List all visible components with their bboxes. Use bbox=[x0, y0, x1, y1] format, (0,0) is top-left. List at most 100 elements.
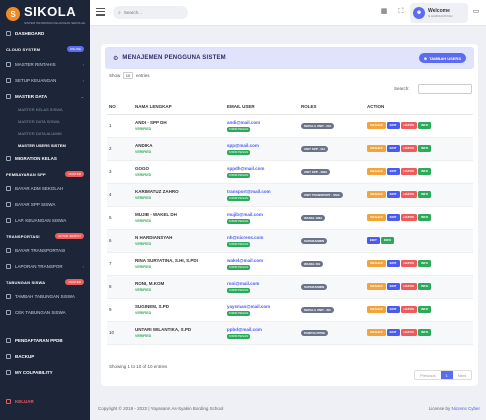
user-email[interactable]: roni@mail.com bbox=[227, 280, 260, 286]
ubah-button[interactable]: UBAHLD bbox=[367, 260, 386, 267]
menu-icon[interactable] bbox=[96, 8, 105, 16]
search-input[interactable] bbox=[123, 10, 184, 15]
user-email[interactable]: transport@mail.com bbox=[227, 188, 271, 194]
send-message-button[interactable]: KIRIM PESAN bbox=[227, 287, 251, 293]
sidebar-item-master-rintahis[interactable]: MASTER RINTAHIS › bbox=[0, 62, 90, 67]
sidebar: S SIKOLA SISTEM INFORMASI KEUANGAN SEKOL… bbox=[0, 0, 90, 420]
send-message-button[interactable]: KIRIM PESAN bbox=[227, 310, 251, 316]
sidebar-item-lap-transport[interactable]: LAPORAN TRANSPOR › bbox=[0, 264, 90, 269]
sidebar-item-colpability[interactable]: MY COLPABILITY bbox=[0, 370, 90, 375]
info-button[interactable]: INFO bbox=[418, 329, 432, 336]
entries-select[interactable]: 10 bbox=[123, 72, 133, 79]
info-button[interactable]: INFO bbox=[418, 214, 432, 221]
col-header-roles[interactable]: ROLES bbox=[299, 100, 365, 115]
sidebar-sub-siswa[interactable]: MASTER DATA SISWA bbox=[18, 119, 60, 124]
send-message-button[interactable]: KIRIM PESAN bbox=[227, 264, 251, 270]
sidebar-sub-kelas[interactable]: MASTER KELAS SISWA bbox=[18, 107, 63, 112]
table-search-input[interactable] bbox=[418, 84, 472, 94]
ubah-button[interactable]: UBAHLD bbox=[367, 306, 386, 313]
ubah-button[interactable]: UBAHLD bbox=[367, 168, 386, 175]
ubah-button[interactable]: UBAHLD bbox=[367, 145, 386, 152]
sidebar-item-migrasi[interactable]: MIGRATION KELAS bbox=[0, 156, 90, 161]
sidebar-item-setup-keuangan[interactable]: SETUP KEUANGAN › bbox=[0, 78, 90, 83]
info-button[interactable]: INFO bbox=[418, 283, 432, 290]
sidebar-item-lap-keuangan[interactable]: LAP. KEUANGAN SISWA bbox=[0, 218, 90, 223]
send-message-button[interactable]: KIRIM PESAN bbox=[227, 333, 251, 339]
send-message-button[interactable]: KIRIM PESAN bbox=[227, 172, 251, 178]
info-button[interactable]: INFO bbox=[418, 145, 432, 152]
user-email[interactable]: yaysman@mail.com bbox=[227, 303, 271, 309]
send-message-button[interactable]: KIRIM PESAN bbox=[227, 218, 251, 224]
ubah-button[interactable]: UBAHLD bbox=[367, 283, 386, 290]
col-header-no[interactable]: NO bbox=[107, 100, 133, 115]
pager-next[interactable]: Next bbox=[457, 373, 466, 378]
sidebar-item-bayar-adm[interactable]: BAYAR ADM SEKOLAH bbox=[0, 186, 90, 191]
sidebar-item-master-data[interactable]: MASTER DATA ⌄ bbox=[0, 94, 90, 99]
user-email[interactable]: sppdh@mail.com bbox=[227, 165, 265, 171]
send-message-button[interactable]: KIRIM PESAN bbox=[227, 195, 251, 201]
edit-button[interactable]: EDIT bbox=[367, 237, 380, 244]
ubah-button[interactable]: UBAHLD bbox=[367, 191, 386, 198]
ubah-button[interactable]: UBAHLD bbox=[367, 122, 386, 129]
sidebar-sub-alumni[interactable]: MASTER DATA ALUMNI bbox=[18, 131, 62, 136]
info-button[interactable]: INFO bbox=[418, 122, 432, 129]
info-button[interactable]: INFO bbox=[418, 191, 432, 198]
delete-button[interactable]: HAPUS bbox=[400, 283, 418, 290]
edit-button[interactable]: EDIT bbox=[386, 306, 400, 313]
send-message-button[interactable]: KIRIM PESAN bbox=[227, 241, 251, 247]
ubah-button[interactable]: UBAHLD bbox=[367, 214, 386, 221]
user-email[interactable]: ppbd@mail.com bbox=[227, 326, 262, 332]
pager-previous[interactable]: Previous bbox=[419, 373, 436, 378]
delete-button[interactable]: HAPUS bbox=[400, 191, 418, 198]
edit-button[interactable]: EDIT bbox=[386, 145, 400, 152]
user-email[interactable]: andi@mail.com bbox=[227, 119, 261, 125]
delete-button[interactable]: HAPUS bbox=[400, 122, 418, 129]
user-menu[interactable]: ☻ Welcome N HARDIANSYAH bbox=[410, 3, 468, 23]
edit-button[interactable]: EDIT bbox=[386, 214, 400, 221]
info-button[interactable]: INFO bbox=[380, 237, 395, 244]
send-message-button[interactable]: KIRIM PESAN bbox=[227, 126, 251, 132]
fullscreen-icon[interactable]: ⛶ bbox=[398, 8, 404, 15]
brand[interactable]: S SIKOLA SISTEM INFORMASI KEUANGAN SEKOL… bbox=[0, 0, 90, 28]
delete-button[interactable]: HAPUS bbox=[400, 329, 418, 336]
sidebar-sub-users[interactable]: MASTER USERS SISTEM bbox=[18, 143, 66, 148]
edit-button[interactable]: EDIT bbox=[386, 122, 400, 129]
chat-icon[interactable]: ▭ bbox=[472, 8, 480, 15]
sidebar-item-bayar-transport[interactable]: BAYAR TRANSPORTASI bbox=[0, 248, 90, 253]
cell-name: RINA SURYATINA, S.HI, S.PDI VERIFIED bbox=[133, 252, 225, 276]
info-button[interactable]: INFO bbox=[418, 168, 432, 175]
send-message-button[interactable]: KIRIM PESAN bbox=[227, 149, 251, 155]
pager-page[interactable]: 1 bbox=[440, 371, 453, 379]
delete-button[interactable]: HAPUS bbox=[400, 306, 418, 313]
sidebar-item-ppdb[interactable]: PENDAFTARAN PPDB bbox=[0, 338, 90, 343]
ubah-button[interactable]: UBAHLD bbox=[367, 329, 386, 336]
user-email[interactable]: mujib@mail.com bbox=[227, 211, 263, 217]
sidebar-item-cek-tabungan[interactable]: CEK TABUNGAN SISWA bbox=[0, 310, 90, 315]
delete-button[interactable]: HAPUS bbox=[400, 260, 418, 267]
info-button[interactable]: INFO bbox=[418, 306, 432, 313]
sidebar-item-backup[interactable]: BACKUP bbox=[0, 354, 90, 359]
edit-button[interactable]: EDIT bbox=[386, 168, 400, 175]
user-email[interactable]: spp@mail.com bbox=[227, 142, 259, 148]
sidebar-item-keluar[interactable]: KELUAR bbox=[0, 399, 90, 404]
search-icon bbox=[6, 310, 11, 315]
info-button[interactable]: INFO bbox=[418, 260, 432, 267]
col-header-name[interactable]: NAMA LENGKAP bbox=[133, 100, 225, 115]
sidebar-item-tambah-tabungan[interactable]: TAMBAH TABUNGAN SISWA bbox=[0, 294, 90, 299]
delete-button[interactable]: HAPUS bbox=[400, 168, 418, 175]
add-user-button[interactable]: ⊕ TAMBAH USERS bbox=[418, 53, 466, 63]
edit-button[interactable]: EDIT bbox=[386, 283, 400, 290]
user-email[interactable]: nh@nicrens.com bbox=[227, 234, 264, 240]
delete-button[interactable]: HAPUS bbox=[400, 145, 418, 152]
edit-button[interactable]: EDIT bbox=[386, 191, 400, 198]
sidebar-item-dashboard[interactable]: DASHBOARD bbox=[0, 31, 90, 36]
edit-button[interactable]: EDIT bbox=[386, 260, 400, 267]
delete-button[interactable]: HAPUS bbox=[400, 214, 418, 221]
license-link[interactable]: Nicrens Cyber bbox=[451, 406, 480, 411]
qr-icon[interactable]: ▦ bbox=[380, 8, 388, 15]
edit-button[interactable]: EDIT bbox=[386, 329, 400, 336]
user-email[interactable]: wakel@mail.com bbox=[227, 257, 264, 263]
col-header-email[interactable]: EMAIL USER bbox=[225, 100, 299, 115]
search-bar[interactable]: ⌕ bbox=[113, 6, 188, 19]
sidebar-item-bayar-spp[interactable]: BAYAR SPP SISWA bbox=[0, 202, 90, 207]
